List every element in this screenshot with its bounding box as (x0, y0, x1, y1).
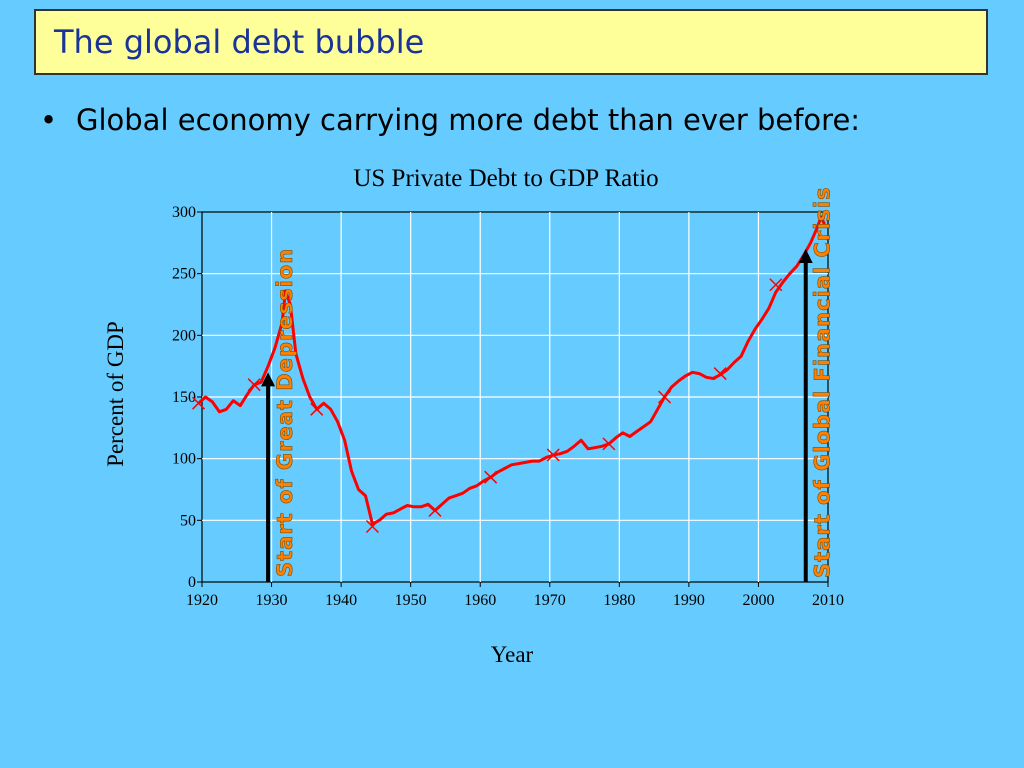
x-tick-label: 1960 (464, 592, 496, 609)
y-tick-label: 50 (180, 512, 196, 529)
data-point-marker (310, 402, 324, 416)
series-line (197, 215, 826, 526)
y-tick-label: 250 (172, 266, 196, 283)
data-point-marker (365, 519, 379, 534)
x-tick-label: 1990 (673, 592, 705, 609)
annotation-arrow-head (798, 249, 813, 263)
slide-title-box: The global debt bubble (34, 9, 988, 75)
grid-lines (202, 212, 828, 582)
y-axis-label: Percent of GDP (103, 321, 128, 467)
bullet-item: • Global economy carrying more debt than … (40, 103, 860, 137)
data-point-marker (247, 378, 261, 392)
chart-title: US Private Debt to GDP Ratio (353, 165, 658, 192)
data-point-marker (484, 470, 498, 484)
data-point-marker (546, 448, 560, 462)
data-point-marker (658, 390, 672, 404)
data-point-marker (713, 367, 727, 381)
data-point-marker (602, 437, 616, 451)
series-markers (191, 278, 783, 534)
annotation-label: Start of Global Financial Crisis (811, 186, 835, 578)
y-tick-label: 300 (172, 204, 196, 221)
y-tick-label: 0 (188, 574, 196, 591)
x-tick-label: 1980 (603, 592, 635, 609)
bullet-icon: • (40, 103, 58, 137)
y-tick-label: 100 (172, 451, 196, 468)
x-tick-label: 2000 (742, 592, 774, 609)
x-tick-label: 1940 (325, 592, 357, 609)
y-tick-label: 200 (172, 327, 196, 344)
x-tick-label: 1930 (256, 592, 288, 609)
bullet-text: Global economy carrying more debt than e… (76, 103, 861, 137)
x-axis-label: Year (491, 642, 534, 667)
y-tick-label: 150 (172, 389, 196, 406)
annotation-label: Start of Great Depression (273, 248, 297, 577)
annotations: Start of Great Depression Start of Global… (261, 186, 835, 582)
x-tick-label: 1970 (534, 592, 566, 609)
x-tick-label: 1950 (395, 592, 427, 609)
x-tick-label: 1920 (186, 592, 218, 609)
x-tick-label: 2010 (812, 592, 844, 609)
annotation-arrow-head (261, 372, 276, 387)
y-axis-ticks: 0 50 100 150 200 250 300 (172, 204, 202, 591)
data-point-marker (191, 396, 206, 410)
data-point-marker (769, 278, 783, 292)
data-point-marker (428, 503, 442, 517)
slide-title: The global debt bubble (54, 23, 425, 61)
x-axis-ticks: 1920 1930 1940 1950 1960 1970 1980 1990 2000 2010 (186, 582, 844, 609)
